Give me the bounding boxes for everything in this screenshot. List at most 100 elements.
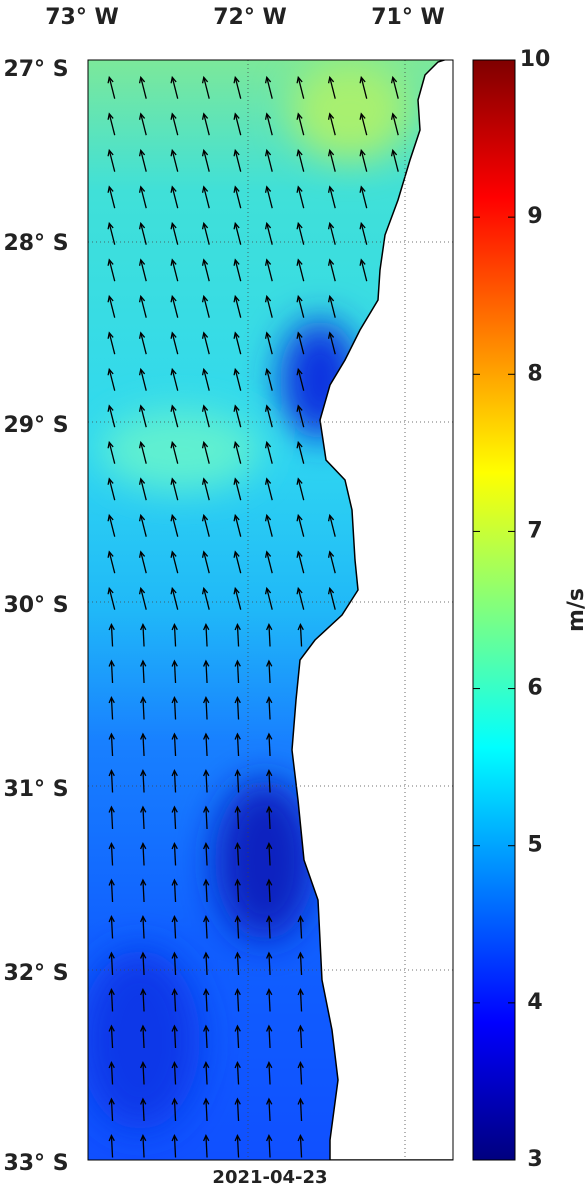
wind-arrow xyxy=(203,588,210,610)
wind-arrow xyxy=(234,405,242,428)
wind-arrow-head xyxy=(264,331,272,339)
colorbar-tick-label: 8 xyxy=(527,361,542,386)
wind-arrow-head xyxy=(297,1134,304,1142)
wind-arrow xyxy=(236,879,240,903)
wind-arrow-head xyxy=(171,659,178,667)
wind-arrow-head xyxy=(233,477,240,485)
wind-arrow-head xyxy=(296,367,303,376)
wind-arrow xyxy=(236,1135,240,1158)
wind-arrow xyxy=(234,113,242,136)
wind-arrow xyxy=(110,733,114,757)
wind-arrow-head xyxy=(264,550,272,558)
wind-arrow-head xyxy=(266,988,273,996)
wind-arrow-head xyxy=(327,185,335,193)
wind-arrow-head xyxy=(203,842,210,850)
wind-arrow-head xyxy=(201,586,209,595)
wind-arrow xyxy=(142,697,145,720)
wind-arrow-head xyxy=(140,659,147,667)
wind-arrow xyxy=(140,113,147,136)
wind-arrow-head xyxy=(234,951,241,959)
wind-arrow-head xyxy=(140,1134,147,1142)
wind-arrow-head xyxy=(296,440,303,449)
wind-arrow-head xyxy=(138,258,146,266)
wind-arrow-head xyxy=(140,696,147,704)
wind-arrow-head xyxy=(140,769,147,777)
wind-arrow xyxy=(297,77,305,99)
wind-arrow xyxy=(268,879,271,903)
wind-arrow xyxy=(142,660,145,684)
wind-arrow xyxy=(297,259,305,282)
wind-arrow xyxy=(266,515,273,537)
wind-arrow xyxy=(110,697,114,720)
wind-arrow-head xyxy=(266,1134,273,1142)
wind-arrow xyxy=(110,879,114,903)
wind-arrow-head xyxy=(296,75,303,84)
wind-arrow xyxy=(266,113,273,136)
wind-arrow-head xyxy=(233,331,240,339)
wind-arrow-head xyxy=(327,513,335,522)
wind-arrow-head xyxy=(107,513,114,522)
wind-arrow-head xyxy=(108,951,115,959)
wind-arrow-head xyxy=(327,148,335,157)
wind-arrow-head xyxy=(201,367,209,376)
wind-arrow-head xyxy=(234,769,241,777)
wind-arrow-head xyxy=(138,112,146,120)
wind-arrow xyxy=(329,332,336,355)
wind-arrow xyxy=(110,806,114,830)
wind-arrow-head xyxy=(297,1024,304,1032)
wind-arrow-head xyxy=(234,1097,241,1105)
lat-label: 28° S xyxy=(3,231,68,256)
wind-arrow-head xyxy=(170,513,177,522)
wind-arrow-head xyxy=(171,805,178,813)
wind-arrow-head xyxy=(233,294,240,303)
wind-arrow xyxy=(268,624,271,647)
wind-arrow xyxy=(266,332,273,355)
wind-arrow-head xyxy=(296,550,303,558)
wind-arrow xyxy=(268,660,271,684)
wind-arrows xyxy=(107,75,399,1158)
wind-arrow-head xyxy=(108,805,115,813)
wind-arrow-head xyxy=(327,258,335,266)
wind-arrow xyxy=(140,259,147,282)
wind-arrow-head xyxy=(140,951,147,959)
wind-arrow xyxy=(203,369,210,391)
wind-arrow xyxy=(360,77,368,99)
wind-arrow-head xyxy=(264,586,272,595)
wind-arrow xyxy=(142,843,145,866)
wind-arrow-head xyxy=(201,258,209,266)
wind-arrow xyxy=(268,952,271,976)
wind-arrow xyxy=(236,770,240,793)
wind-arrow-head xyxy=(264,148,272,157)
wind-arrow xyxy=(360,223,368,245)
wind-arrow-head xyxy=(170,294,177,303)
wind-arrow-head xyxy=(108,878,115,886)
wind-arrow xyxy=(236,1062,240,1085)
wind-arrow-head xyxy=(107,367,114,376)
wind-arrow xyxy=(268,1062,271,1085)
wind-arrow xyxy=(108,332,116,355)
wind-arrow xyxy=(297,223,305,245)
wind-arrow-head xyxy=(170,221,177,230)
wind-arrow xyxy=(171,150,179,172)
wind-arrow-head xyxy=(266,1024,273,1032)
wind-arrow xyxy=(299,1025,303,1049)
wind-arrow-head xyxy=(201,440,209,449)
graticule xyxy=(88,60,453,1160)
wind-arrow xyxy=(108,442,116,464)
wind-arrow-head xyxy=(297,623,304,631)
wind-arrow xyxy=(236,989,240,1012)
wind-arrow xyxy=(297,369,305,391)
wind-arrow xyxy=(171,442,179,464)
wind-arrow-head xyxy=(203,1134,210,1142)
wind-arrow-head xyxy=(107,258,114,266)
wind-arrow xyxy=(329,551,336,574)
wind-arrow-head xyxy=(107,477,114,485)
wind-arrow xyxy=(203,150,210,172)
wind-arrow-head xyxy=(138,221,146,230)
wind-arrow xyxy=(203,515,210,537)
wind-arrow xyxy=(171,551,179,574)
wind-arrow-head xyxy=(296,258,303,266)
wind-arrow-head xyxy=(203,951,210,959)
wind-arrow-head xyxy=(264,440,272,449)
land xyxy=(291,60,453,1160)
